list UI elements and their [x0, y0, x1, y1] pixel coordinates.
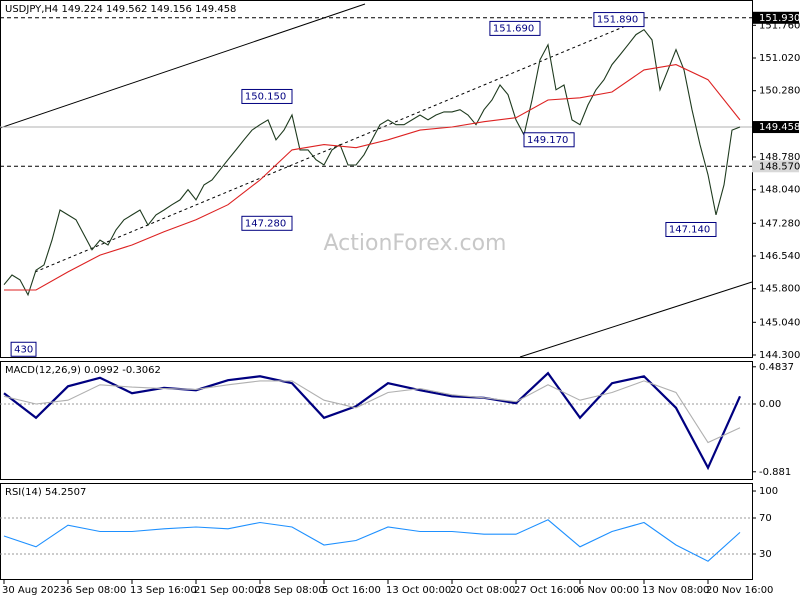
- x-tick-label: 20 Oct 08:00: [450, 585, 515, 596]
- rsi-panel: [0, 483, 753, 580]
- annotation-box: [665, 221, 717, 237]
- x-tick-label: 20 Nov 16:00: [706, 585, 773, 596]
- y-tick-label: -0.881: [759, 467, 791, 478]
- annotation-box: [241, 88, 293, 104]
- y-tick-label: 144.300: [759, 350, 800, 361]
- annotation-label: 151.690: [493, 23, 534, 34]
- channel-line: [0, 3, 366, 129]
- level-label-box: [752, 121, 799, 134]
- level-label: 151.930: [759, 13, 800, 24]
- x-tick-label: 13 Oct 00:00: [386, 585, 451, 596]
- annotation-box: [10, 341, 37, 357]
- x-tick-label: 27 Oct 16:00: [514, 585, 579, 596]
- chart-title: USDJPY,H4 149.224 149.562 149.156 149.45…: [5, 4, 236, 15]
- annotation-box: [241, 215, 293, 231]
- y-tick-label: 148.040: [759, 185, 800, 196]
- y-tick-label: 145.040: [759, 317, 800, 328]
- level-label-box: [752, 11, 799, 24]
- series-line: [3, 28, 741, 297]
- channel-line: [519, 281, 753, 358]
- x-tick-label: 13 Sep 16:00: [130, 585, 197, 596]
- annotation-label: 430: [14, 344, 33, 355]
- x-tick-label: 6 Sep 08:00: [66, 585, 126, 596]
- y-tick-label: 147.280: [759, 218, 800, 229]
- annotation-box: [489, 20, 541, 36]
- annotation-label: 150.150: [245, 91, 286, 102]
- y-tick-label: 0.4837: [759, 362, 794, 373]
- x-tick-label: 13 Nov 08:00: [642, 585, 709, 596]
- x-tick-label: 21 Sep 00:00: [194, 585, 261, 596]
- y-tick-label: 145.800: [759, 284, 800, 295]
- annotation-label: 151.890: [597, 15, 638, 26]
- x-tick-label: 5 Oct 16:00: [322, 585, 381, 596]
- y-tick-label: 151.020: [759, 53, 800, 64]
- level-label: 148.570: [759, 161, 800, 172]
- y-tick-label: 30: [759, 549, 772, 560]
- x-tick-label: 6 Nov 00:00: [578, 585, 639, 596]
- annotation-label: 149.170: [527, 135, 568, 146]
- y-tick-label: 150.280: [759, 86, 800, 97]
- panel-title: MACD(12,26,9) 0.0992 -0.3062: [5, 365, 161, 376]
- main-panel: [0, 0, 753, 358]
- level-label-box: [752, 160, 799, 173]
- series-line: [4, 64, 741, 291]
- annotation-label: 147.140: [669, 224, 710, 235]
- annotation-box: [593, 12, 645, 28]
- level-label: 149.458: [759, 122, 800, 133]
- series-line: [3, 519, 741, 562]
- x-tick-label: 28 Sep 08:00: [258, 585, 325, 596]
- macd-panel: [0, 361, 753, 480]
- x-tick-label: 30 Aug 2023: [2, 585, 66, 596]
- y-tick-label: 148.780: [759, 152, 800, 163]
- panel-title: RSI(14) 54.2507: [5, 487, 86, 498]
- y-tick-label: 151.760: [759, 20, 800, 31]
- series-line: [3, 380, 741, 444]
- series-line: [3, 371, 742, 471]
- y-tick-label: 146.540: [759, 251, 800, 262]
- y-tick-label: 0.00: [759, 399, 781, 410]
- y-tick-label: 100: [759, 486, 778, 497]
- annotation-box: [523, 132, 575, 148]
- watermark: ActionForex.com: [324, 231, 507, 256]
- y-tick-label: 70: [759, 513, 772, 524]
- annotation-label: 147.280: [245, 218, 286, 229]
